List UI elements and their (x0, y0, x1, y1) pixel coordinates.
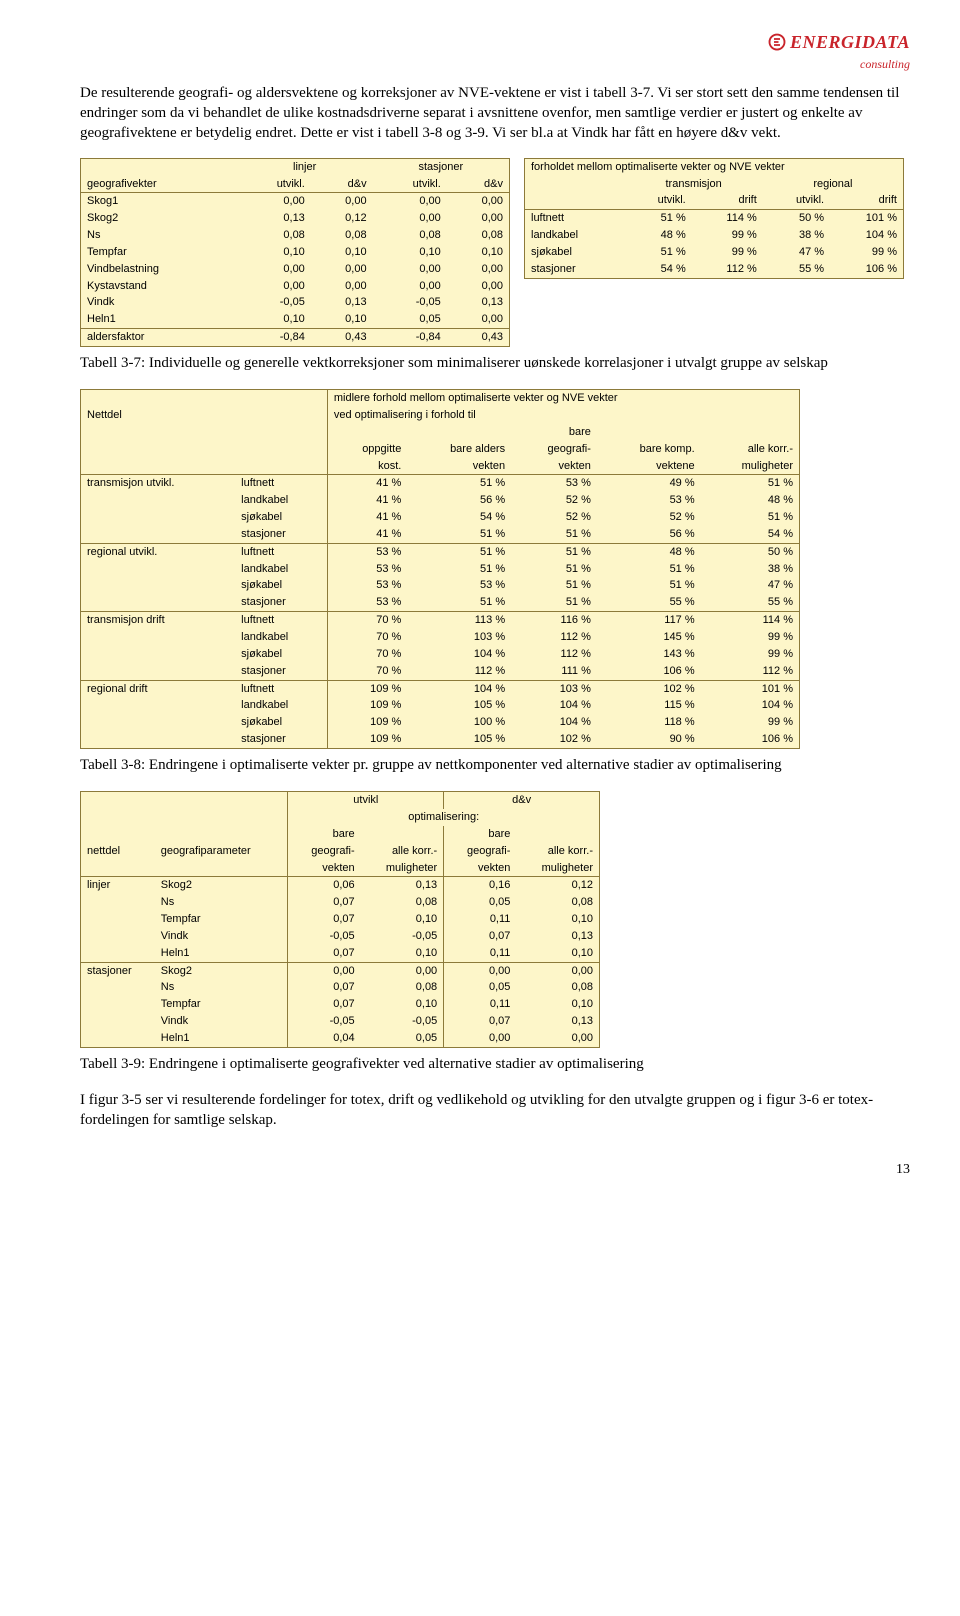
table-row: Ns0,070,080,050,08 (81, 979, 600, 996)
table-row: Tempfar0,100,100,100,10 (81, 244, 510, 261)
table-37-left: linjer stasjoner geografivekter utvikl.d… (80, 158, 510, 347)
table-row: Kystavstand0,000,000,000,00 (81, 278, 510, 295)
table-row: Heln10,070,100,110,10 (81, 945, 600, 962)
logo-text: ENERGIDATA (790, 30, 910, 54)
table-row: sjøkabel51 %99 %47 %99 % (525, 244, 904, 261)
table-row: stasjoner53 %51 %51 %55 %55 % (81, 594, 800, 611)
table-row: landkabel70 %103 %112 %145 %99 % (81, 629, 800, 646)
table-row: stasjoner41 %51 %51 %56 %54 % (81, 526, 800, 543)
table-row: regional utvikl.luftnett53 %51 %51 %48 %… (81, 543, 800, 560)
table-row: transmisjon utvikl.luftnett41 %51 %53 %4… (81, 475, 800, 492)
table-row: Ns0,080,080,080,08 (81, 227, 510, 244)
table-row: stasjoner109 %105 %102 %90 %106 % (81, 731, 800, 748)
table-row: stasjonerSkog20,000,000,000,00 (81, 962, 600, 979)
table-row: transmisjon driftluftnett70 %113 %116 %1… (81, 612, 800, 629)
caption-37: Tabell 3-7: Individuelle og generelle ve… (80, 353, 910, 373)
logo-block: ENERGIDATA consulting (80, 30, 910, 75)
table-row: landkabel53 %51 %51 %51 %38 % (81, 561, 800, 578)
table-row: sjøkabel53 %53 %51 %51 %47 % (81, 577, 800, 594)
table-row: Tempfar0,070,100,110,10 (81, 911, 600, 928)
table-row: Vindk-0,05-0,050,070,13 (81, 928, 600, 945)
table-row: stasjoner54 %112 %55 %106 % (525, 261, 904, 278)
table-row: Tempfar0,070,100,110,10 (81, 996, 600, 1013)
table-37-right: forholdet mellom optimaliserte vekter og… (524, 158, 904, 279)
paragraph-1: De resulterende geografi- og aldersvekte… (80, 83, 910, 144)
table-row: Skog10,000,000,000,00 (81, 193, 510, 210)
table-row: sjøkabel41 %54 %52 %52 %51 % (81, 509, 800, 526)
table-row: linjerSkog20,060,130,160,12 (81, 877, 600, 894)
table-row: Heln10,100,100,050,00 (81, 311, 510, 328)
table-row: Heln10,040,050,000,00 (81, 1030, 600, 1047)
logo-icon (768, 33, 786, 51)
caption-38: Tabell 3-8: Endringene i optimaliserte v… (80, 755, 910, 775)
table-row: Skog20,130,120,000,00 (81, 210, 510, 227)
table-row: Vindbelastning0,000,000,000,00 (81, 261, 510, 278)
table-row: landkabel41 %56 %52 %53 %48 % (81, 492, 800, 509)
table-row: stasjoner70 %112 %111 %106 %112 % (81, 663, 800, 680)
page-number: 13 (80, 1161, 910, 1180)
table-row: landkabel109 %105 %104 %115 %104 % (81, 697, 800, 714)
table-row: landkabel48 %99 %38 %104 % (525, 227, 904, 244)
table-39: utvikl d&v optimalisering: bare bare net… (80, 791, 600, 1048)
caption-39: Tabell 3-9: Endringene i optimaliserte g… (80, 1054, 910, 1074)
table-38: Nettdel midlere forhold mellom optimalis… (80, 389, 800, 749)
table-row: Vindk-0,050,13-0,050,13 (81, 294, 510, 311)
table-row: sjøkabel70 %104 %112 %143 %99 % (81, 646, 800, 663)
logo-subtext: consulting (768, 56, 910, 72)
paragraph-2: I figur 3-5 ser vi resulterende fordelin… (80, 1090, 910, 1131)
table-row: regional driftluftnett109 %104 %103 %102… (81, 680, 800, 697)
table-row: sjøkabel109 %100 %104 %118 %99 % (81, 714, 800, 731)
table-row: Vindk-0,05-0,050,070,13 (81, 1013, 600, 1030)
table-row: Ns0,070,080,050,08 (81, 894, 600, 911)
table-row: luftnett51 %114 %50 %101 % (525, 210, 904, 227)
